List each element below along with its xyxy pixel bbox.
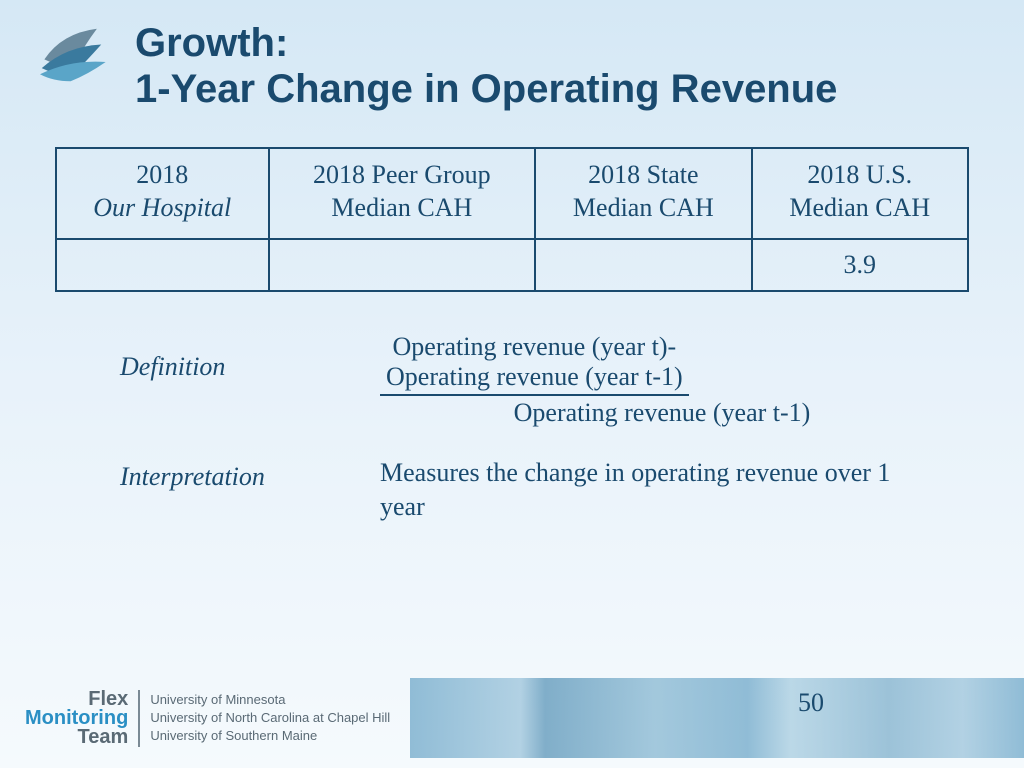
title-line2: 1-Year Change in Operating Revenue xyxy=(135,66,837,112)
formula-denominator: Operating revenue (year t-1) xyxy=(380,396,944,428)
university-item: University of Southern Maine xyxy=(150,727,390,745)
formula-numerator-l1: Operating revenue (year t)- xyxy=(393,332,677,361)
comparison-table: 2018 Our Hospital 2018 Peer Group Median… xyxy=(55,147,969,292)
title-line1: Growth: xyxy=(135,20,837,66)
definition-formula: Operating revenue (year t)- Operating re… xyxy=(380,332,944,428)
definition-label: Definition xyxy=(120,332,380,428)
cell-state xyxy=(535,239,751,291)
col-us: 2018 U.S. Median CAH xyxy=(752,148,968,239)
col-our-hospital: 2018 Our Hospital xyxy=(56,148,269,239)
cell-peer-group xyxy=(269,239,536,291)
university-item: University of Minnesota xyxy=(150,691,390,709)
table-header-row: 2018 Our Hospital 2018 Peer Group Median… xyxy=(56,148,968,239)
interpretation-label: Interpretation xyxy=(120,456,380,524)
col-state: 2018 State Median CAH xyxy=(535,148,751,239)
table-data-row: 3.9 xyxy=(56,239,968,291)
university-item: University of North Carolina at Chapel H… xyxy=(150,709,390,727)
leaf-logo-icon xyxy=(30,20,120,90)
flex-team-logo: Flex Monitoring Team xyxy=(25,690,140,747)
footer: Flex Monitoring Team University of Minne… xyxy=(0,668,1024,768)
cell-our-hospital xyxy=(56,239,269,291)
page-number: 50 xyxy=(798,688,824,718)
cell-us: 3.9 xyxy=(752,239,968,291)
footer-photo-strip xyxy=(410,678,1024,758)
col-peer-group: 2018 Peer Group Median CAH xyxy=(269,148,536,239)
university-list: University of Minnesota University of No… xyxy=(150,691,390,746)
interpretation-text: Measures the change in operating revenue… xyxy=(380,456,900,524)
formula-numerator-l2: Operating revenue (year t-1) xyxy=(386,362,683,391)
slide-title: Growth: 1-Year Change in Operating Reven… xyxy=(135,20,837,112)
